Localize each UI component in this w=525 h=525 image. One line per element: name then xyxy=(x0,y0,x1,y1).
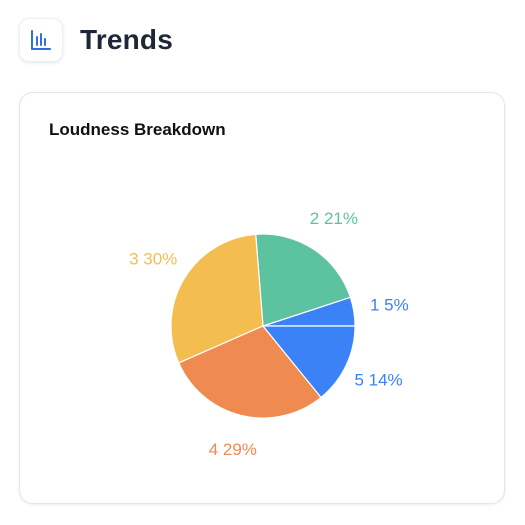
pie-label-4: 4 29% xyxy=(209,440,257,459)
pie-label-3: 3 30% xyxy=(129,250,177,269)
page-title: Trends xyxy=(80,24,174,55)
pie-label-1: 1 5% xyxy=(370,295,409,314)
pie-chart: 1 5% 2 21% 3 30% 4 29% 5 14% xyxy=(129,209,409,459)
pie-slice-2 xyxy=(255,233,352,327)
bar-chart-icon xyxy=(19,18,63,62)
pie-label-2: 2 21% xyxy=(310,209,358,228)
pie-slices xyxy=(170,233,356,419)
page-header: Trends xyxy=(19,17,173,63)
loudness-breakdown-card: Loudness Breakdown 1 5% 2 21% 3 30% 4 29% 5 … xyxy=(19,92,505,504)
pie-slice-4 xyxy=(177,325,322,419)
pie-slice-3 xyxy=(170,233,264,364)
chart-title: Loudness Breakdown xyxy=(49,120,226,139)
pie-labels: 1 5% 2 21% 3 30% 4 29% 5 14% xyxy=(129,209,409,459)
pie-slice-5 xyxy=(261,325,356,399)
pie-label-5: 5 14% xyxy=(354,370,402,389)
